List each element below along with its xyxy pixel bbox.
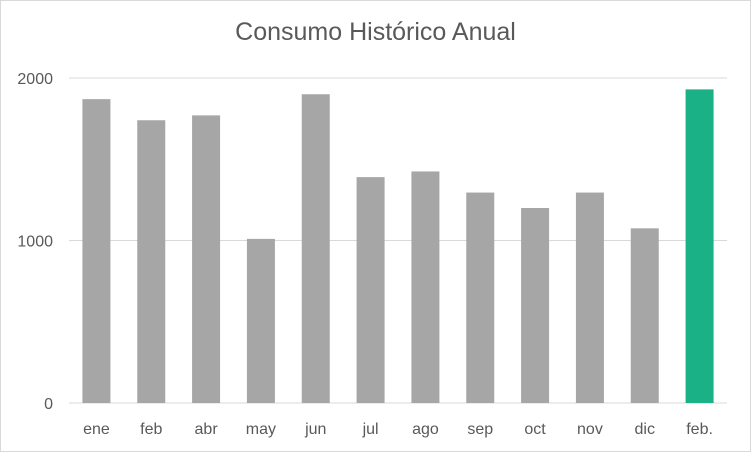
x-tick-label: jun [304,421,326,438]
bar-abr [192,115,221,403]
x-tick-label: feb [140,421,162,438]
bar-jul [356,177,385,403]
x-tick-label: dic [635,421,655,438]
chart-title: Consumo Histórico Anual [235,18,516,46]
y-tick-label: 2000 [17,71,53,88]
x-tick-label: oct [524,421,546,438]
bar-ago [411,171,440,403]
bar-sep [466,192,495,403]
x-tick-label: may [246,421,276,438]
bar-jun [301,94,330,403]
x-tick-label: abr [195,421,219,438]
bar-dic [630,228,659,403]
x-tick-label: ago [412,421,439,438]
y-tick-label: 0 [44,396,53,413]
bar-feb. [685,89,714,403]
x-tick-label: sep [467,421,493,438]
bar-nov [575,192,604,403]
bar-feb [137,120,166,403]
bar-oct [521,208,550,403]
x-tick-label: jul [362,421,379,438]
bar-may [246,238,275,403]
bar-ene [82,99,111,403]
y-tick-label: 1000 [17,234,53,251]
x-tick-label: nov [577,421,603,438]
x-tick-label: feb. [686,421,713,438]
x-tick-label: ene [83,421,110,438]
